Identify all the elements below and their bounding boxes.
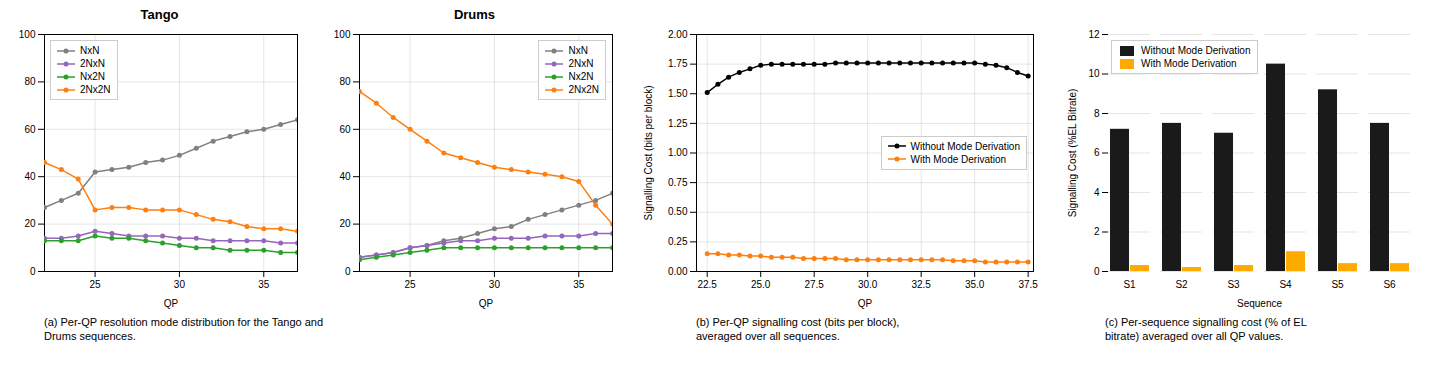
svg-text:40: 40 (339, 171, 351, 182)
svg-text:0.00: 0.00 (668, 266, 688, 277)
svg-text:Signalling Cost (%EL Bitrate): Signalling Cost (%EL Bitrate) (1067, 89, 1078, 218)
svg-text:10: 10 (1088, 68, 1100, 79)
html-text:Without Mode Derivation: Without Mode Derivation (1141, 45, 1251, 56)
svg-text:1.25: 1.25 (668, 118, 688, 129)
svg-text:2.00: 2.00 (668, 29, 688, 40)
html-text:2Nx2N: 2Nx2N (568, 84, 599, 95)
svg-text:20: 20 (339, 218, 351, 229)
svg-text:S1: S1 (1123, 279, 1136, 290)
svg-text:4: 4 (1094, 187, 1100, 198)
svg-text:25: 25 (405, 279, 417, 290)
html-text:NxN: NxN (80, 45, 100, 56)
svg-text:25.0: 25.0 (751, 279, 771, 290)
svg-text:40: 40 (24, 171, 36, 182)
svg-text:6: 6 (1094, 147, 1100, 158)
html-text:2NxN: 2NxN (80, 58, 105, 69)
svg-text:32.5: 32.5 (911, 279, 931, 290)
svg-text:100: 100 (19, 29, 36, 40)
svg-text:0: 0 (30, 266, 36, 277)
svg-text:0: 0 (345, 266, 351, 277)
svg-text:30.0: 30.0 (858, 279, 878, 290)
svg-text:QP: QP (858, 298, 873, 309)
svg-text:30: 30 (489, 279, 501, 290)
html-text:2Nx2N: 2Nx2N (80, 84, 111, 95)
svg-text:S6: S6 (1383, 279, 1396, 290)
svg-text:QP: QP (164, 298, 179, 309)
svg-text:30: 30 (174, 279, 186, 290)
svg-text:2: 2 (1094, 226, 1100, 237)
html-text:2NxN: 2NxN (568, 58, 594, 69)
svg-text:S2: S2 (1175, 279, 1188, 290)
html-text:(a) Per-QP resolution mode dis: (a) Per-QP resolution mode distribution … (44, 316, 323, 342)
svg-text:80: 80 (339, 76, 351, 87)
svg-text:27.5: 27.5 (804, 279, 824, 290)
svg-text:0.75: 0.75 (668, 177, 688, 188)
svg-text:S3: S3 (1227, 279, 1240, 290)
svg-text:S4: S4 (1279, 279, 1292, 290)
svg-text:37.5: 37.5 (1018, 279, 1038, 290)
svg-text:35: 35 (258, 279, 270, 290)
svg-text:25: 25 (90, 279, 102, 290)
svg-text:0: 0 (1094, 266, 1100, 277)
svg-text:60: 60 (24, 124, 36, 135)
html-text:Tango: Tango (140, 7, 179, 22)
svg-text:QP: QP (479, 298, 494, 309)
svg-text:20: 20 (24, 218, 36, 229)
svg-text:22.5: 22.5 (697, 279, 717, 290)
svg-text:1.75: 1.75 (668, 58, 688, 69)
svg-text:1.50: 1.50 (668, 88, 688, 99)
svg-text:0.50: 0.50 (668, 206, 688, 217)
svg-text:Signalling Cost (bits per bloc: Signalling Cost (bits per block) (643, 85, 654, 220)
svg-text:1.00: 1.00 (668, 147, 688, 158)
html-text:Without Mode Derivation: Without Mode Derivation (910, 140, 1020, 152)
html-text:With Mode Derivation: With Mode Derivation (910, 153, 1007, 165)
html-text:Drums: Drums (453, 7, 496, 22)
svg-text:100: 100 (334, 29, 351, 40)
svg-text:35: 35 (573, 279, 585, 290)
svg-text:Sequence: Sequence (1237, 298, 1282, 309)
svg-text:80: 80 (24, 76, 36, 87)
svg-text:8: 8 (1094, 108, 1100, 119)
html-text:NxN: NxN (568, 45, 588, 56)
html-text:(c) Per-sequence signalling co: (c) Per-sequence signalling cost (% of E… (1105, 316, 1307, 342)
html-text:(b) Per-QP signalling cost (bi: (b) Per-QP signalling cost (bits per blo… (696, 316, 900, 342)
svg-text:S5: S5 (1331, 279, 1344, 290)
html-text:With Mode Derivation: With Mode Derivation (1141, 58, 1237, 69)
html-text:Nx2N: Nx2N (80, 71, 105, 82)
svg-text:0.25: 0.25 (668, 236, 688, 247)
svg-text:60: 60 (339, 124, 351, 135)
svg-text:35.0: 35.0 (965, 279, 985, 290)
svg-text:12: 12 (1088, 29, 1100, 40)
html-text:Nx2N: Nx2N (568, 71, 594, 82)
